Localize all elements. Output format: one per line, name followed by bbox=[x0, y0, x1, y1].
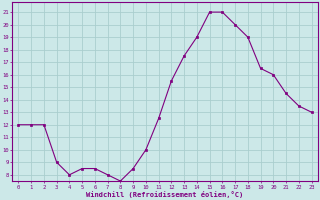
X-axis label: Windchill (Refroidissement éolien,°C): Windchill (Refroidissement éolien,°C) bbox=[86, 191, 244, 198]
